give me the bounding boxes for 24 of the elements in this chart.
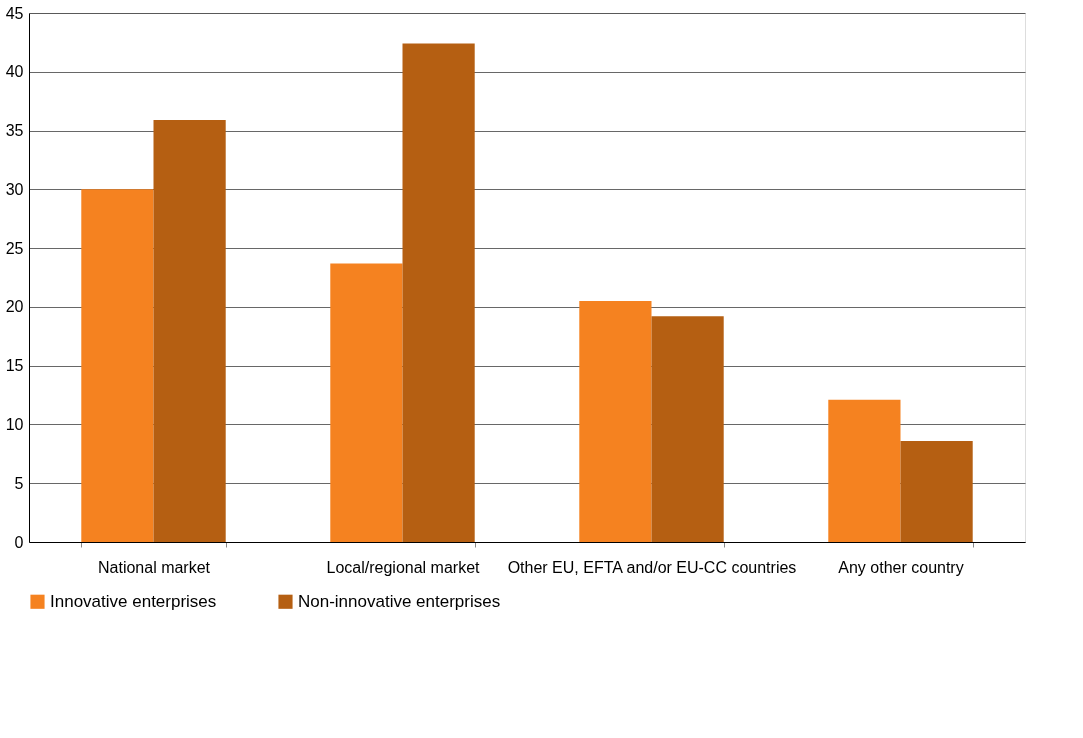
y-tick-label: 20 [5,298,24,316]
x-tick-label: Other EU, EFTA and/or EU-CC countries [507,558,797,576]
bar [153,119,226,542]
bar [579,301,652,542]
y-tick-label: 40 [5,63,24,81]
bar [81,189,154,542]
bar [900,440,973,542]
y-tick-label: 5 [14,474,24,492]
x-tick-label: Any other country [838,558,964,576]
x-tick-label: National market [97,558,211,576]
y-tick-label: 10 [5,415,24,433]
bar [330,263,403,542]
x-tick-label: Local/regional market [326,558,481,576]
y-tick-label: 15 [5,357,24,375]
y-tick-label: 35 [5,122,24,140]
bar [651,316,724,542]
y-tick-label: 25 [5,239,24,257]
y-tick-label: 45 [5,4,24,22]
bar [828,399,901,542]
legend-label: Non-innovative enterprises [298,591,501,611]
bar [402,43,475,542]
y-tick-label: 30 [5,180,24,198]
y-tick-label: 0 [14,533,24,551]
legend-label: Innovative enterprises [50,591,217,611]
